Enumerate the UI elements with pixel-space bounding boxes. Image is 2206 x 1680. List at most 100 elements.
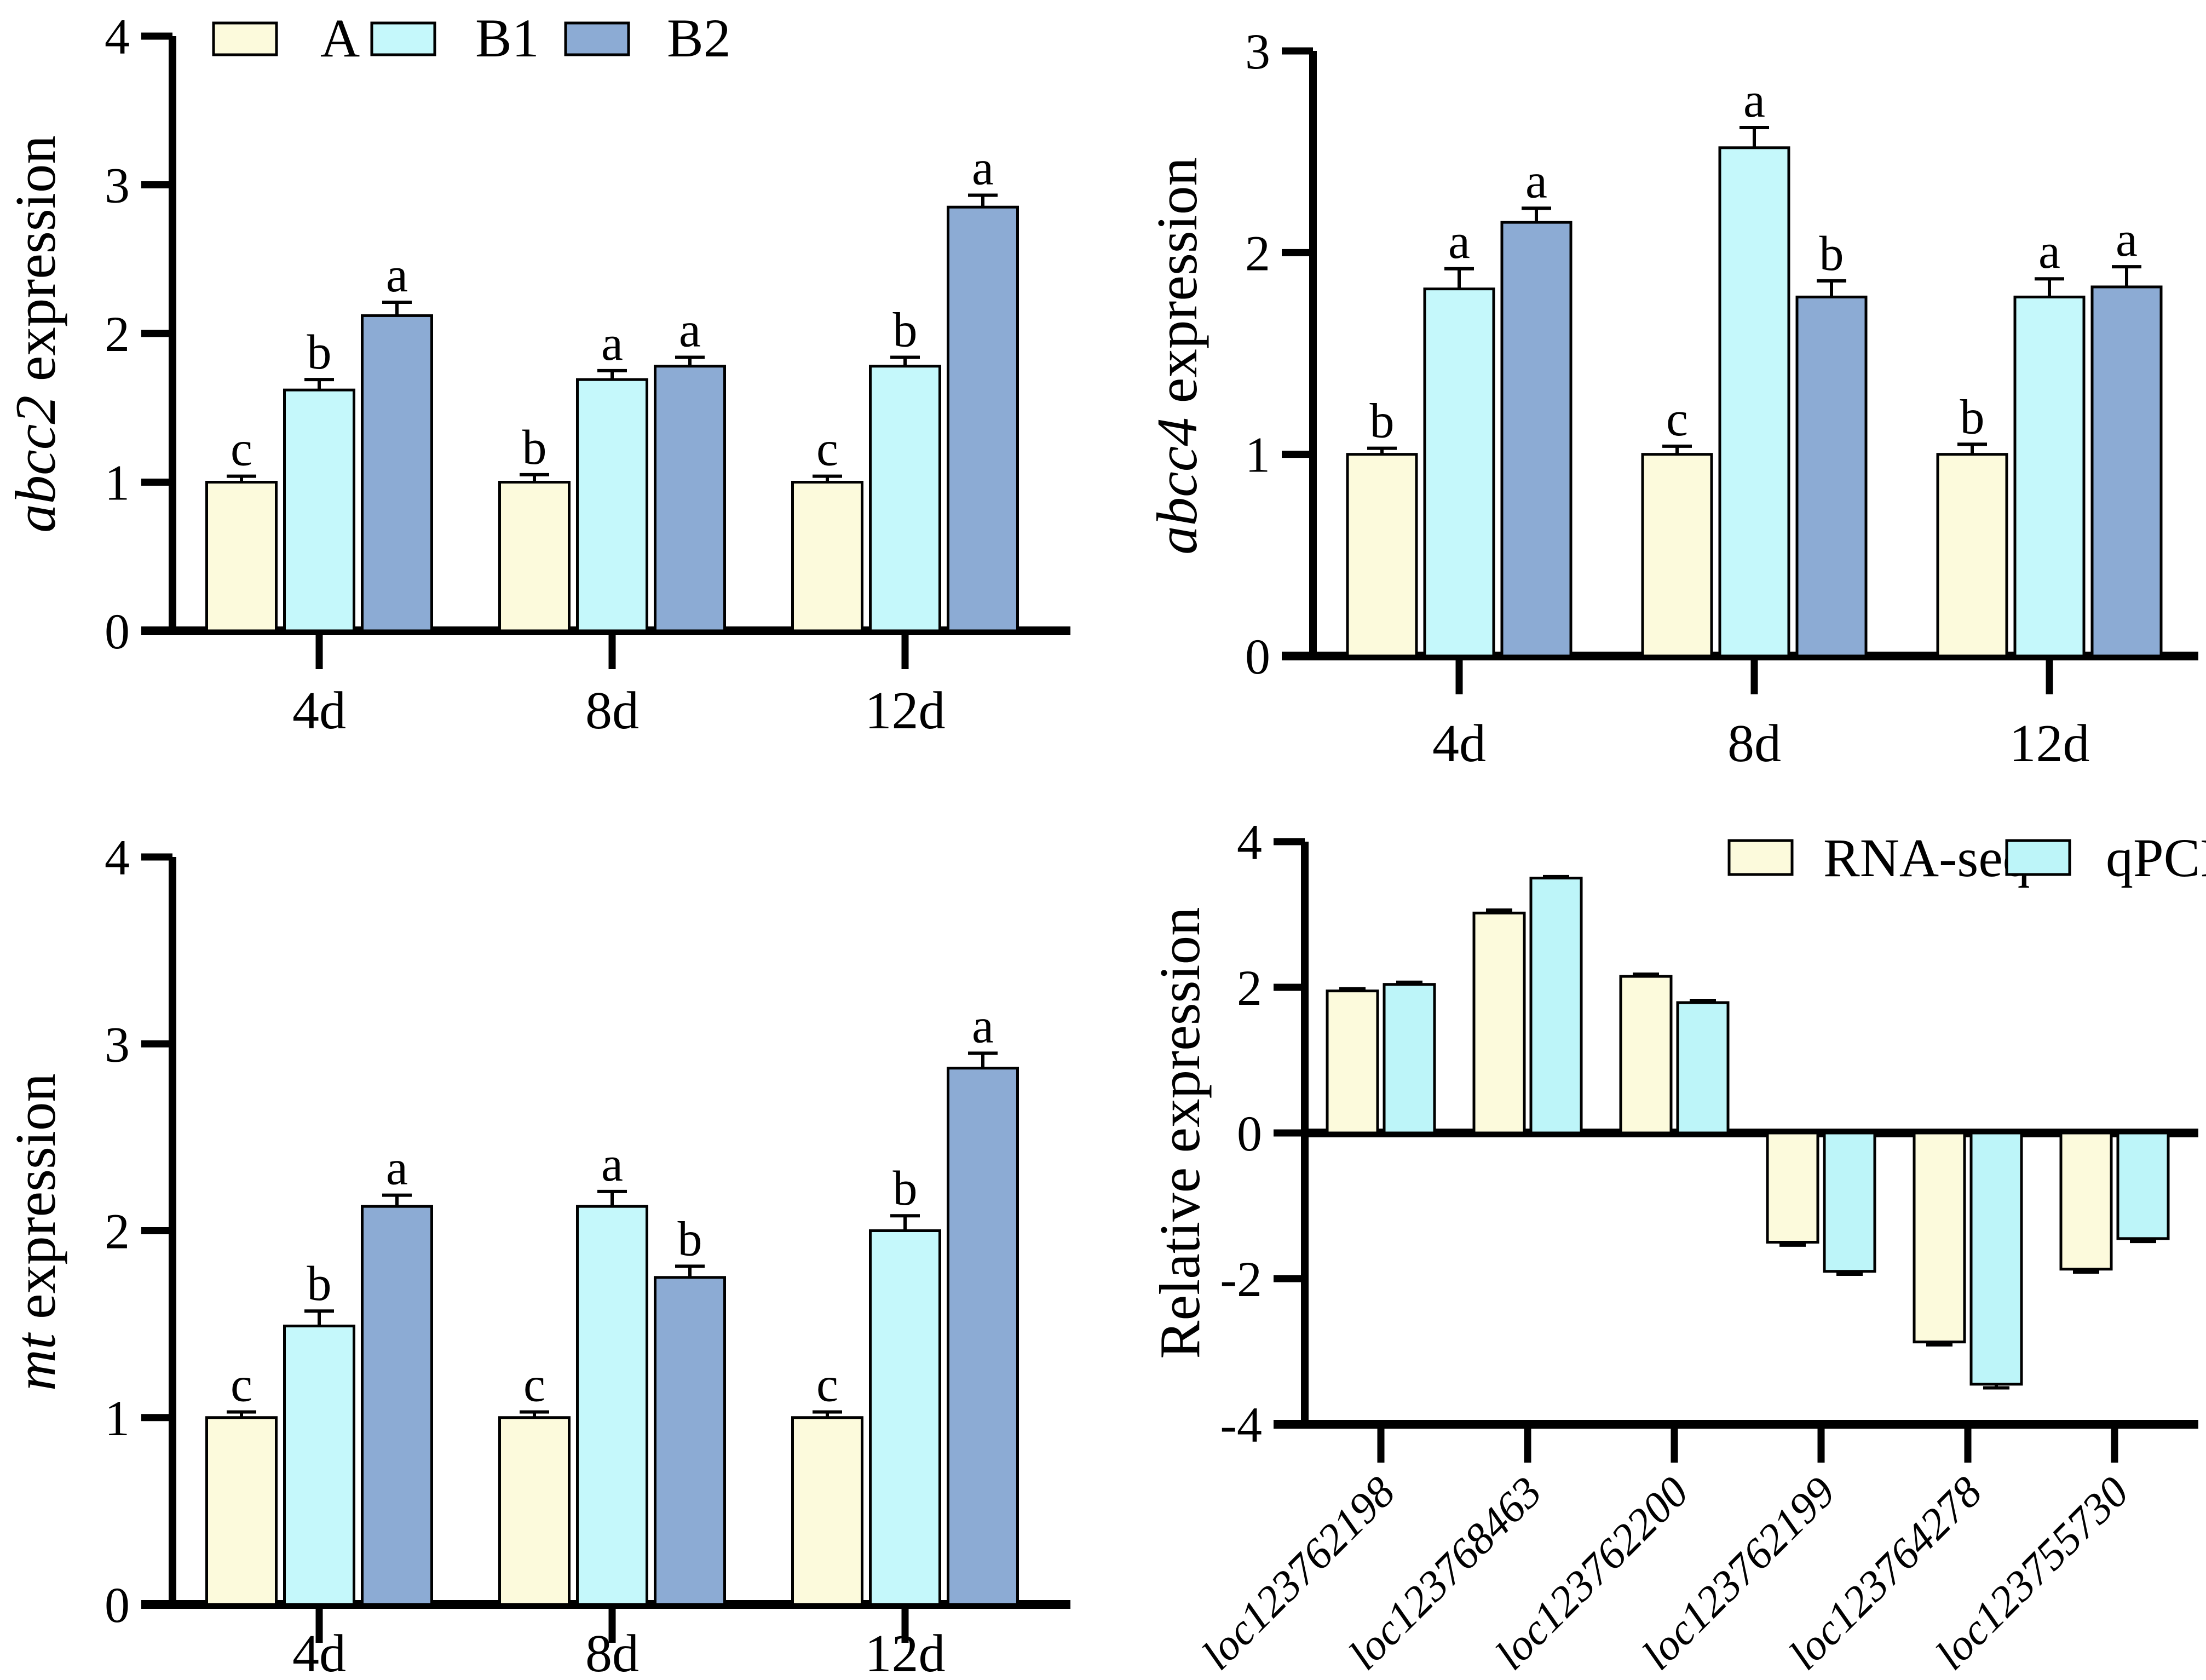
abcc4-y-tick-label: 3 — [1245, 24, 1270, 79]
legend-swatch-B1 — [370, 21, 436, 56]
bar-relative-qPCR-loc123762199 — [1823, 1131, 1876, 1273]
bar-abcc4-B2-4d — [1500, 221, 1573, 658]
mt-y-tick-label: 1 — [105, 1390, 130, 1446]
bar-abcc2-A-4d — [205, 481, 278, 632]
abcc4-sig-letter: a — [1448, 215, 1470, 269]
bar-abcc4-A-8d — [1641, 453, 1713, 658]
mt-sig-letter: b — [893, 1161, 918, 1216]
bar-abcc2-B1-12d — [869, 365, 941, 632]
bar-mt-A-8d — [498, 1416, 571, 1606]
abcc2-sig-letter: a — [679, 303, 701, 357]
bar-mt-B1-4d — [283, 1325, 355, 1606]
legend-swatch-RNA-seq — [1727, 839, 1794, 876]
abcc4-x-label: 8d — [1727, 714, 1781, 773]
abcc2-y-tick-label: 1 — [105, 455, 130, 511]
bar-abcc4-B2-8d — [1795, 295, 1868, 658]
mt-sig-letter: a — [972, 999, 994, 1053]
mt-y-axis-title: mtexpression — [3, 1073, 67, 1391]
abcc2-y-tick-label: 0 — [105, 603, 130, 659]
bar-relative-qPCR-loc123762200 — [1676, 1001, 1730, 1135]
abcc2-sig-letter: b — [522, 421, 547, 475]
abcc2-sig-letter: a — [386, 248, 408, 302]
relative-y-tick-label: 0 — [1237, 1106, 1262, 1161]
bar-relative-RNA-seq-loc123755730 — [2059, 1131, 2113, 1271]
abcc2-sig-letter: c — [816, 422, 838, 476]
abcc2-sig-letter: a — [972, 141, 994, 195]
abcc4-x-label: 12d — [2009, 714, 2090, 773]
mt-x-label: 4d — [292, 1624, 346, 1677]
bar-abcc4-B1-8d — [1718, 146, 1790, 658]
abcc4-sig-letter: c — [1666, 392, 1688, 446]
bar-mt-B2-4d — [361, 1205, 433, 1606]
chart-abcc4: 0 1 2 3 4d 8d 12d b c b a a a a b a abcc4expression — [1145, 24, 2198, 773]
mt-sig-letter: a — [601, 1137, 623, 1192]
bar-relative-RNA-seq-loc123762200 — [1619, 975, 1673, 1135]
relative-y-tick-label: 2 — [1237, 960, 1262, 1016]
abcc2-y-tick-label: 2 — [105, 306, 130, 362]
bar-mt-A-4d — [205, 1416, 278, 1606]
relative-y-axis-title: Relative expression — [1148, 907, 1212, 1359]
relative-y-tick-label: 4 — [1237, 814, 1262, 870]
bar-abcc4-B2-12d — [2090, 285, 2163, 658]
abcc4-sig-letter: a — [1743, 73, 1765, 128]
abcc2-x-label: 12d — [865, 681, 946, 740]
bar-abcc2-B2-12d — [947, 205, 1019, 632]
mt-y-tick-label: 4 — [105, 830, 130, 885]
mt-sig-letter: c — [523, 1358, 545, 1412]
abcc2-x-label: 4d — [292, 681, 346, 740]
abcc2-y-tick-label: 3 — [105, 158, 130, 214]
bar-mt-B1-12d — [869, 1229, 941, 1606]
abcc4-sig-letter: a — [1525, 154, 1547, 208]
bar-relative-RNA-seq-loc123762199 — [1766, 1131, 1819, 1244]
legend-label-B1: B1 — [475, 8, 539, 68]
legend-swatch-qPCR — [2005, 839, 2071, 876]
mt-y-tick-label: 3 — [105, 1016, 130, 1072]
legend-label-A: A — [320, 8, 360, 68]
legend-swatch-A — [212, 21, 278, 56]
abcc2-sig-letter: a — [601, 317, 623, 371]
abcc4-sig-letter: b — [1819, 227, 1844, 281]
bar-relative-RNA-seq-loc123768463 — [1472, 911, 1526, 1135]
bar-mt-A-12d — [791, 1416, 863, 1606]
mt-sig-letter: c — [816, 1358, 838, 1412]
abcc4-sig-letter: a — [2038, 225, 2060, 279]
abcc4-y-axis-title: abcc4expression — [1145, 157, 1209, 555]
legend-swatch-B2 — [564, 21, 630, 56]
relative-y-tick-label: -2 — [1220, 1251, 1262, 1307]
bar-mt-B1-8d — [576, 1205, 648, 1606]
bar-abcc4-B1-4d — [1423, 287, 1495, 658]
abcc4-y-tick-label: 2 — [1245, 225, 1270, 281]
mt-sig-letter: b — [307, 1257, 332, 1311]
abcc2-y-axis-title: abcc2expression — [3, 135, 67, 533]
relative-y-tick-label: -4 — [1220, 1397, 1262, 1453]
abcc2-y-tick-label: 4 — [105, 9, 130, 65]
bar-abcc4-B1-12d — [2013, 295, 2086, 658]
bar-abcc2-B1-8d — [576, 378, 648, 632]
mt-x-label: 8d — [585, 1624, 639, 1677]
legend-label-qPCR: qPCR — [2106, 827, 2206, 888]
mt-sig-letter: a — [386, 1141, 408, 1195]
mt-sig-letter: b — [678, 1212, 702, 1266]
abcc4-y-tick-label: 1 — [1245, 427, 1270, 483]
abcc4-sig-letter: a — [2116, 212, 2138, 267]
mt-sig-letter: c — [231, 1358, 252, 1412]
bar-relative-qPCR-loc123755730 — [2116, 1131, 2170, 1240]
mt-x-label: 12d — [865, 1624, 946, 1677]
bar-relative-qPCR-loc123768463 — [1529, 877, 1583, 1135]
bar-abcc2-B2-4d — [361, 314, 433, 632]
abcc2-x-label: 8d — [585, 681, 639, 740]
abcc2-sig-letter: b — [307, 325, 332, 379]
bar-abcc2-A-12d — [791, 481, 863, 632]
mt-y-tick-label: 2 — [105, 1204, 130, 1259]
bar-abcc2-B2-8d — [654, 365, 726, 632]
bar-abcc4-A-12d — [1936, 453, 2008, 658]
bar-mt-B2-12d — [947, 1067, 1019, 1606]
abcc4-sig-letter: b — [1960, 390, 1985, 444]
abcc4-sig-letter: b — [1370, 394, 1395, 448]
bar-relative-RNA-seq-loc123764278 — [1913, 1131, 1966, 1344]
bar-relative-qPCR-loc123762198 — [1383, 983, 1436, 1135]
abcc2-sig-letter: c — [231, 422, 252, 476]
